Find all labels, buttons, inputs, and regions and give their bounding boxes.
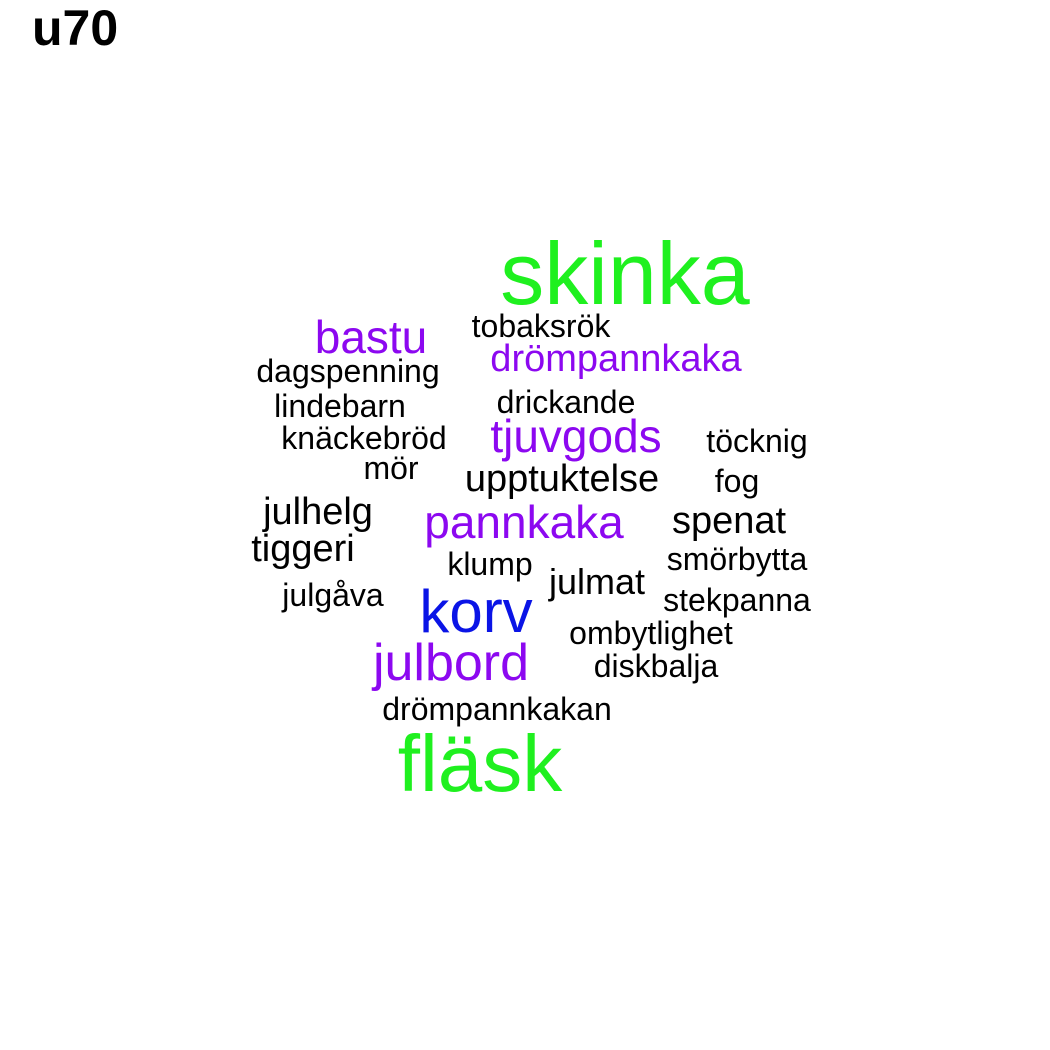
word-julbord: julbord <box>372 634 530 692</box>
word-drompannkakan: drömpannkakan <box>382 691 612 727</box>
word-diskbalja: diskbalja <box>593 648 719 684</box>
word-dagspenning: dagspenning <box>256 353 440 389</box>
word-smorbytta: smörbytta <box>666 541 808 577</box>
word-lindebarn: lindebarn <box>274 388 406 424</box>
word-tocknig: töcknig <box>706 423 808 459</box>
word-klump: klump <box>447 546 533 582</box>
word-julhelg: julhelg <box>263 491 373 533</box>
word-korv: korv <box>419 578 533 645</box>
word-tiggeri: tiggeri <box>251 528 355 570</box>
word-bastu: bastu <box>314 311 428 363</box>
word-julmat: julmat <box>548 561 646 602</box>
word-mor: mör <box>363 450 419 486</box>
page-title: u70 <box>32 0 119 56</box>
word-spenat: spenat <box>671 500 787 542</box>
word-knackebrod: knäckebröd <box>281 420 447 456</box>
word-pannkaka: pannkaka <box>424 496 624 548</box>
word-ombytlighet: ombytlighet <box>569 615 733 651</box>
word-tobaksrok: tobaksrök <box>471 308 611 344</box>
word-fog: fog <box>714 463 760 499</box>
word-upptuktelse: upptuktelse <box>464 458 660 500</box>
word-tjuvgods: tjuvgods <box>490 410 662 462</box>
word-julgava: julgåva <box>282 577 384 613</box>
word-skinka: skinka <box>500 224 750 323</box>
word-drompannkaka: drömpannkaka <box>490 338 742 380</box>
word-stekpanna: stekpanna <box>663 582 811 618</box>
word-drickande: drickande <box>496 384 636 420</box>
word-flask: fläsk <box>397 719 563 808</box>
